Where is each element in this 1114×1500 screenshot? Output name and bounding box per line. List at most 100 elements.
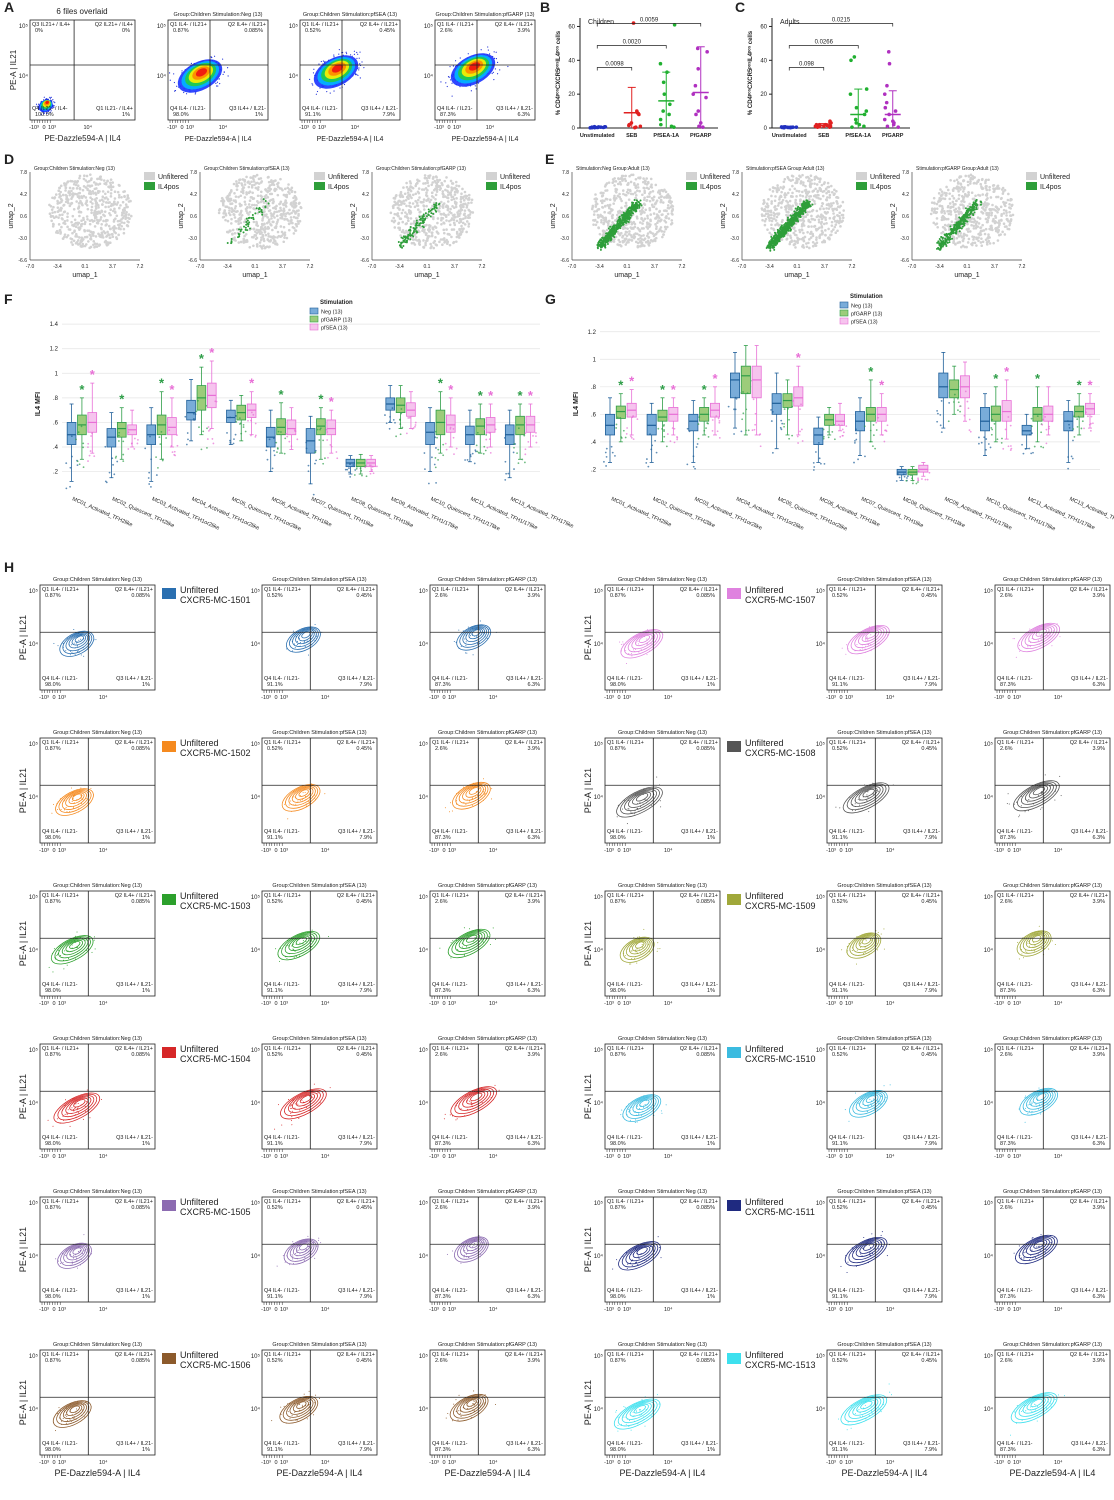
cell-dot xyxy=(81,242,85,246)
cell-dot xyxy=(298,219,302,223)
y-tick-label: 7.8 xyxy=(190,170,197,176)
cell-dot xyxy=(448,223,452,227)
event-dot xyxy=(168,72,171,74)
cell-dot xyxy=(775,190,779,194)
cell-dot xyxy=(431,181,434,184)
event-dot xyxy=(343,83,346,86)
cell-dot xyxy=(266,238,270,241)
cell-dot xyxy=(822,215,826,219)
quadrant-percent: 0.87% xyxy=(173,28,189,34)
cell-dot xyxy=(78,214,81,218)
cell-dot xyxy=(90,205,94,209)
cell-dot xyxy=(453,200,457,204)
event-dot xyxy=(363,67,365,69)
plot-header: Group:Children Stimulation:Neg (13) xyxy=(174,12,263,18)
cell-dot xyxy=(291,225,295,229)
cell-dot xyxy=(797,177,800,181)
cell-dot xyxy=(638,176,642,180)
cell-dot xyxy=(429,246,432,250)
event-dot xyxy=(492,71,494,74)
cell-dot xyxy=(99,215,103,219)
cell-dot xyxy=(438,210,441,213)
event-dot xyxy=(308,78,311,81)
cell-dot xyxy=(638,189,641,193)
cell-dot xyxy=(67,228,71,231)
cell-dot xyxy=(453,223,457,227)
panel-title: 6 files overlaid xyxy=(56,7,107,16)
cell-dot xyxy=(74,225,78,229)
panel-letter: A xyxy=(4,0,14,15)
cell-dot xyxy=(409,222,413,226)
cell-dot xyxy=(455,188,458,191)
cell-dot xyxy=(842,209,845,212)
cell-dot xyxy=(613,184,616,187)
cell-dot xyxy=(644,208,648,212)
cell-dot xyxy=(100,231,104,235)
event-dot xyxy=(190,62,192,65)
events xyxy=(35,96,56,116)
y-tick-label: 0 xyxy=(572,126,576,132)
data-point xyxy=(694,112,698,117)
cell-dot xyxy=(51,196,54,200)
cell-dot xyxy=(630,239,634,242)
cell-dot xyxy=(448,219,451,223)
cell-dot xyxy=(664,220,668,224)
cell-dot xyxy=(654,183,658,187)
cell-dot xyxy=(449,191,453,194)
cell-dot xyxy=(463,190,467,194)
cell-dot xyxy=(669,201,672,205)
cell-dot xyxy=(117,183,121,187)
cell-dot xyxy=(398,207,401,211)
cell-dot xyxy=(243,234,246,238)
cell-dot xyxy=(78,176,81,180)
cell-dot xyxy=(651,232,655,235)
cell-dot xyxy=(450,235,453,239)
cell-dot xyxy=(770,213,773,217)
cell-dot xyxy=(427,223,431,227)
cell-dot xyxy=(278,209,281,213)
quadrant-label: Q2 IL4+ / IL21+ xyxy=(228,22,266,28)
cell-dot xyxy=(399,190,403,194)
il4pos-dot xyxy=(613,236,616,239)
cell-dot xyxy=(456,212,460,216)
data-point xyxy=(634,109,639,113)
cell-dot xyxy=(248,199,252,203)
cell-dot xyxy=(70,189,73,193)
cell-dot xyxy=(622,227,625,230)
y-tick-label: 10⁴ xyxy=(19,73,29,80)
cell-dot xyxy=(608,211,612,215)
cell-dot xyxy=(425,204,428,208)
cell-dot xyxy=(781,198,785,202)
cell-dot xyxy=(813,178,817,181)
x-tick-label: 7.2 xyxy=(479,264,486,270)
cell-dot xyxy=(61,217,64,221)
event-dot xyxy=(50,110,52,112)
cell-dot xyxy=(72,187,75,190)
cell-dot xyxy=(620,176,623,180)
cell-dot xyxy=(85,215,89,218)
cell-dot xyxy=(267,186,270,190)
cell-dot xyxy=(264,233,268,237)
cell-dot xyxy=(82,174,86,177)
cell-dot xyxy=(604,216,608,220)
cell-dot xyxy=(449,207,452,211)
cell-dot xyxy=(100,222,104,226)
cell-dot xyxy=(468,209,472,213)
x-tick-label: 7.2 xyxy=(679,264,686,270)
cell-dot xyxy=(770,219,774,223)
cell-dot xyxy=(432,246,436,250)
cell-dot xyxy=(827,185,831,189)
il4pos-dot xyxy=(607,239,610,242)
cell-dot xyxy=(457,209,461,213)
data-point xyxy=(885,83,889,88)
data-point xyxy=(672,22,677,27)
cell-dot xyxy=(113,207,116,211)
cell-dot xyxy=(86,207,90,211)
cell-dot xyxy=(56,201,60,205)
il4pos-dot xyxy=(264,206,267,209)
il4pos-dot xyxy=(261,211,264,214)
event-dot xyxy=(359,63,361,65)
quadrant-percent: 0% xyxy=(35,28,43,34)
cell-dot xyxy=(651,189,655,193)
cell-dot xyxy=(112,228,116,232)
